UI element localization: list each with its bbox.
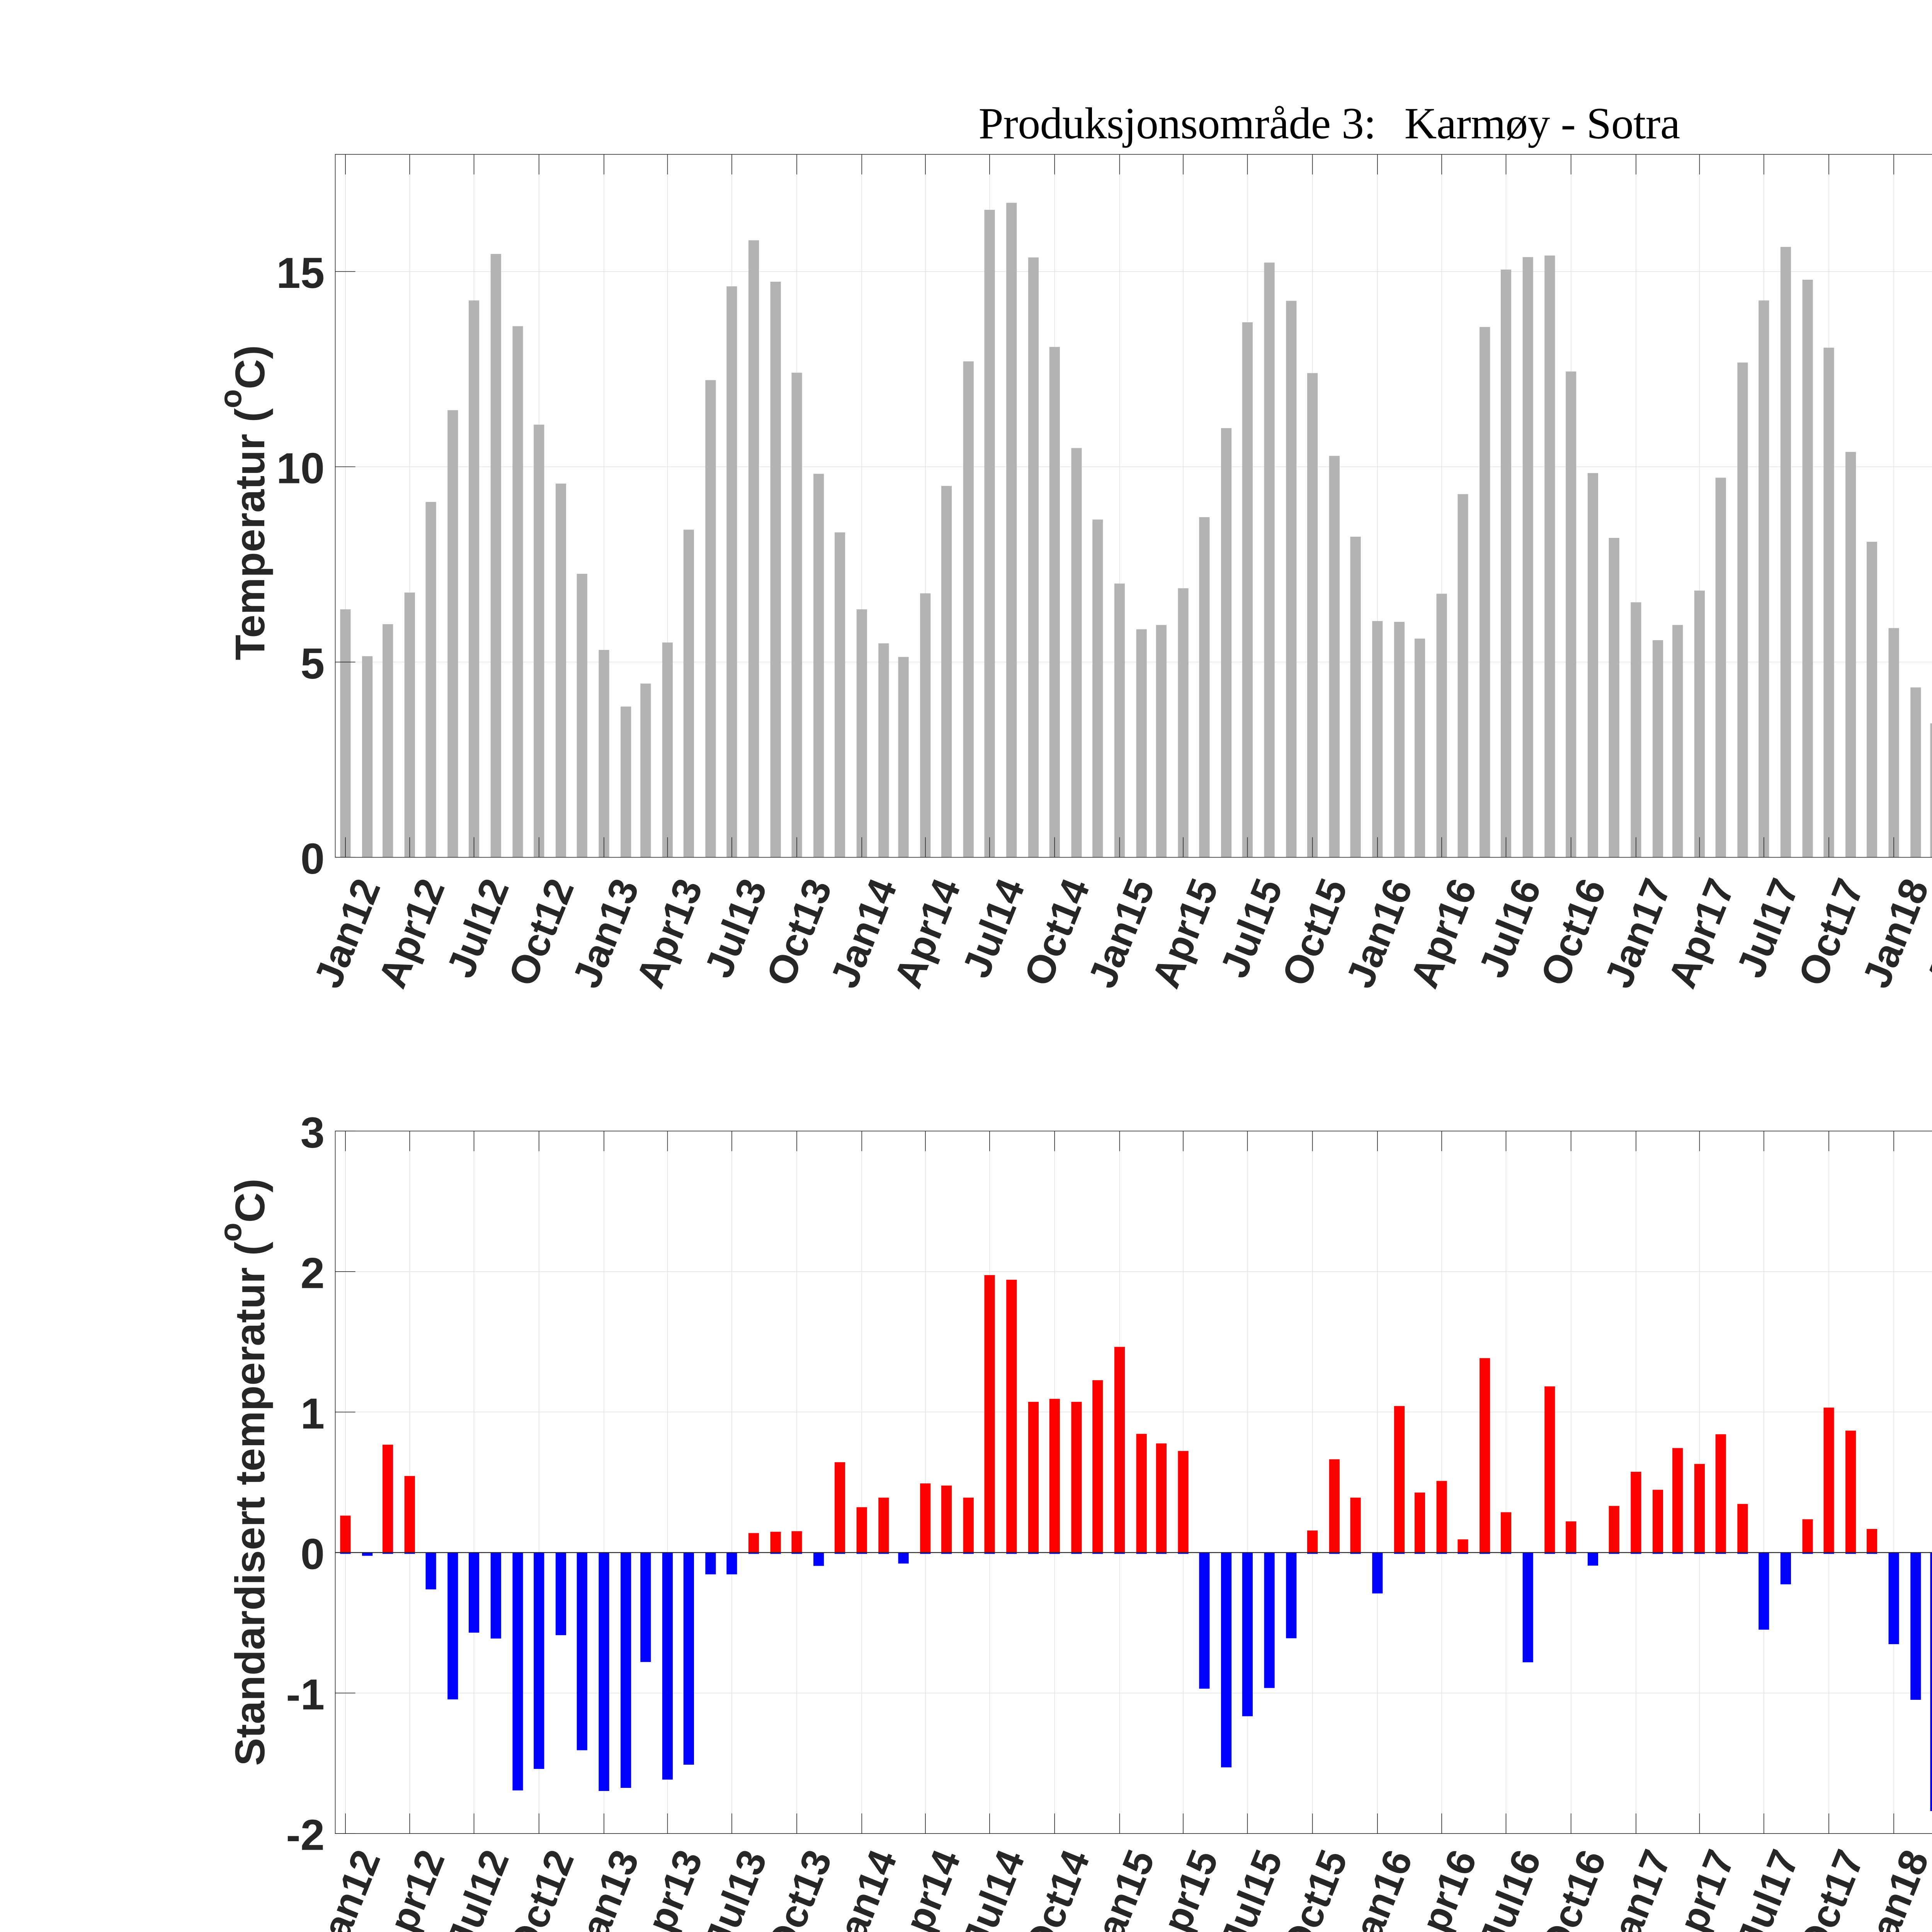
- svg-text:10: 10: [276, 444, 325, 493]
- svg-text:5: 5: [301, 639, 325, 688]
- svg-text:0: 0: [301, 835, 325, 883]
- svg-text:Produksjonsområde 3: Karmøy -: Produksjonsområde 3: Karmøy - Sotra: [978, 99, 1680, 148]
- svg-text:-1: -1: [286, 1670, 325, 1719]
- svg-text:2: 2: [301, 1249, 325, 1297]
- svg-text:-2: -2: [286, 1811, 325, 1859]
- svg-text:15: 15: [276, 249, 325, 297]
- svg-text:1: 1: [301, 1389, 325, 1438]
- svg-text:3: 3: [301, 1109, 325, 1157]
- svg-text:0: 0: [301, 1530, 325, 1578]
